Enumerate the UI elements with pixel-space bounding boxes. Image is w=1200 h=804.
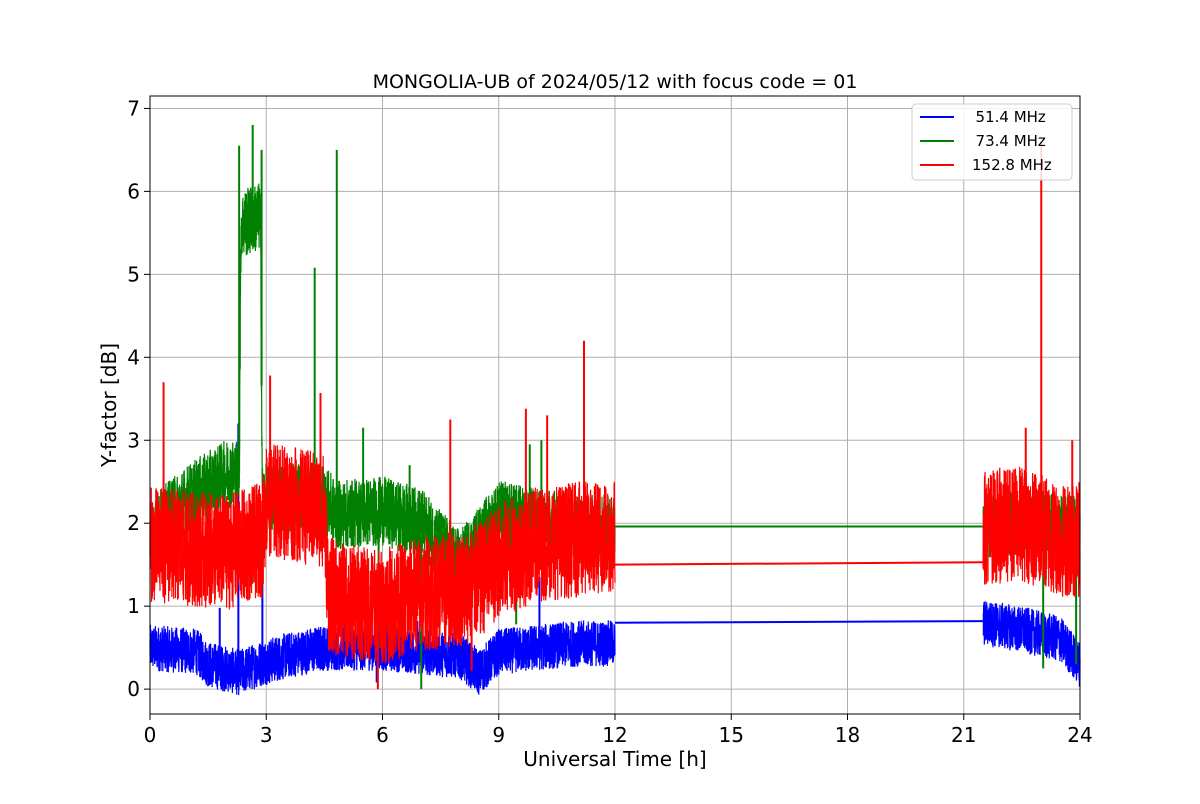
- series-0-evening-trace: [982, 601, 1081, 687]
- plot-area: [149, 125, 1081, 696]
- series-2-day-trace: [149, 441, 616, 664]
- y-tick-label: 0: [127, 677, 140, 701]
- series-2-gap-line: [614, 561, 984, 566]
- x-tick-label: 12: [602, 723, 627, 747]
- x-tick-label: 0: [144, 723, 157, 747]
- y-tick-label: 4: [127, 345, 140, 369]
- y-axis-label: Y-factor [dB]: [97, 343, 121, 468]
- x-tick-label: 9: [492, 723, 505, 747]
- x-tick-label: 21: [951, 723, 976, 747]
- legend-label-51-4: 51.4 MHz: [966, 108, 1046, 126]
- x-tick-label: 3: [260, 723, 273, 747]
- legend-entry-51-4: 51.4 MHz: [920, 108, 1046, 126]
- series-2-evening-trace: [982, 466, 1081, 597]
- x-axis-label: Universal Time [h]: [523, 747, 706, 771]
- y-tick-label: 7: [127, 96, 140, 120]
- y-tick-label: 3: [127, 428, 140, 452]
- x-tick-label: 24: [1067, 723, 1092, 747]
- x-tick-label: 18: [835, 723, 860, 747]
- x-axis-ticks: 0 3 6 9 12 15 18 21 24: [144, 714, 1093, 747]
- y-tick-label: 6: [127, 179, 140, 203]
- legend-entry-152-8: 152.8 MHz: [920, 156, 1052, 174]
- chart-title: MONGOLIA-UB of 2024/05/12 with focus cod…: [373, 71, 858, 93]
- legend: 51.4 MHz 73.4 MHz 152.8 MHz: [911, 103, 1073, 181]
- legend-box: [911, 103, 1073, 181]
- y-tick-label: 5: [127, 262, 140, 286]
- x-tick-label: 15: [719, 723, 744, 747]
- y-axis-ticks: 0 1 2 3 4 5 6 7: [127, 96, 150, 701]
- legend-entry-73-4: 73.4 MHz: [920, 132, 1046, 150]
- y-tick-label: 1: [127, 594, 140, 618]
- legend-label-73-4: 73.4 MHz: [966, 132, 1046, 150]
- legend-label-152-8: 152.8 MHz: [972, 156, 1052, 174]
- x-tick-label: 6: [376, 723, 389, 747]
- series-2: [149, 141, 1081, 690]
- y-tick-label: 2: [127, 511, 140, 535]
- series-0-gap-line: [614, 620, 984, 624]
